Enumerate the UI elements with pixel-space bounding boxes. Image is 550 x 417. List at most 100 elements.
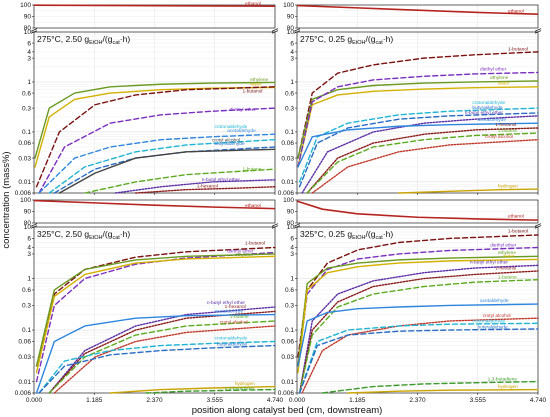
series-label: butyraldehyde — [217, 342, 247, 348]
series-label: ethanol — [508, 8, 524, 14]
y-tick-label: 4 — [290, 49, 294, 56]
y-tick-label: 4 — [27, 49, 31, 56]
y-tick-label: 0.01 — [281, 379, 294, 386]
x-tick-label: 2.370 — [409, 397, 426, 404]
y-tick-label: 0.03 — [18, 155, 31, 162]
series-water — [35, 255, 276, 374]
series-ethanol — [296, 200, 539, 221]
series-label: 1-hexanol — [495, 265, 516, 271]
series-label: diethyl ether — [490, 242, 517, 248]
series-label: n-butyl ethyl ether — [470, 260, 509, 266]
series-label: crotonaldehyde — [214, 124, 247, 130]
series-label: hydrogen — [498, 384, 518, 390]
y-tick-label: 0.3 — [285, 303, 294, 310]
series-acetaldehyde — [35, 313, 276, 394]
series-label: 1-hexanol — [495, 122, 516, 128]
y-tick-label: 3 — [290, 55, 294, 62]
series-label: 1-butene — [498, 128, 517, 134]
series-ethylene — [34, 81, 276, 159]
series-1-butene — [84, 168, 276, 194]
x-tick-label: 1.185 — [349, 397, 366, 404]
x-tick-label: 0.000 — [289, 397, 306, 404]
series-crotonaldehyde — [38, 340, 276, 394]
series-ethanol — [33, 4, 276, 7]
axis-break-mark — [534, 30, 542, 34]
series-water — [297, 258, 539, 374]
axis-break-mark — [293, 28, 301, 32]
series-label: 1-butene — [230, 314, 249, 320]
y-tick-label: 90 — [24, 14, 32, 21]
panel-1: 80 90 100 0.006 0.01 0.03 0.06 0.1 0.3 0.6 1 34 6 10 2… — [15, 1, 279, 197]
panel-title: 325°C, 0.25 gEtOH/(gcat·h) — [300, 229, 393, 241]
y-tick-label: 0.006 — [15, 390, 32, 397]
y-tick-label: 90 — [287, 14, 295, 21]
y-tick-label: 0.3 — [285, 105, 294, 112]
y-tick-label: 3 — [27, 55, 31, 62]
series-ethanol — [33, 199, 276, 210]
axis-break-mark — [534, 223, 542, 227]
series-label: hydrogen — [498, 183, 518, 189]
series-label: 1-butanol — [242, 88, 262, 94]
series-label: water — [250, 81, 262, 87]
series-crotonaldehyde — [298, 322, 539, 394]
y-tick-label: 80 — [24, 220, 32, 227]
series-label: diethyl ether — [227, 248, 254, 254]
x-tick-label: 0.000 — [26, 397, 43, 404]
axis-break-mark — [271, 225, 279, 229]
y-tick-label: 0.6 — [285, 287, 294, 294]
y-tick-label: 80 — [24, 25, 32, 32]
panel-title: 275°C, 0.25 gEtOH/(gcat·h) — [300, 34, 393, 46]
series-crotonaldehyde — [298, 107, 539, 183]
series-label: 1-hexanol — [197, 183, 218, 189]
y-tick-label: 0.006 — [278, 190, 295, 197]
y-tick-label: 6 — [290, 236, 294, 243]
y-tick-label: 0.1 — [22, 327, 31, 334]
series-acetaldehyde — [297, 122, 539, 168]
y-tick-label: 1 — [290, 276, 294, 283]
y-tick-label: 0.3 — [22, 303, 31, 310]
series-1-butanol — [35, 86, 276, 188]
series-1-hexanol — [306, 127, 539, 194]
series-ethylene — [35, 253, 276, 367]
axis-break-mark — [271, 30, 279, 34]
series-label: 1,3-butadiene — [225, 386, 255, 392]
y-tick-label: 10 — [287, 224, 295, 231]
series-1-3-butadiene — [145, 388, 276, 394]
series-label: water — [498, 80, 510, 86]
series-label: crotonaldehyde — [472, 100, 505, 106]
series-label: crotonaldehyde — [472, 319, 505, 325]
y-tick-label: 0.03 — [281, 155, 294, 162]
series-crotyl-alcohol — [311, 138, 539, 194]
y-tick-label: 0.06 — [18, 339, 31, 346]
y-tick-label: 6 — [27, 40, 31, 47]
panel-title: 325°C, 2.50 gEtOH/(gcat·h) — [37, 229, 130, 241]
series-label: butyraldehyde — [214, 141, 244, 147]
y-tick-label: 90 — [24, 209, 32, 216]
y-axis-label: concentration (mass%) — [1, 151, 12, 248]
series-label: n-butyl ethyl ether — [202, 177, 241, 183]
series-label: acetaldehyde — [480, 298, 509, 304]
x-tick-label: 3.555 — [470, 397, 487, 404]
series-label: 1-butene — [242, 166, 261, 172]
y-tick-label: 0.01 — [281, 179, 294, 186]
y-tick-label: 0.01 — [18, 179, 31, 186]
series-label: 1-butanol — [245, 240, 265, 246]
axis-break-mark — [30, 28, 38, 32]
y-tick-label: 100 — [20, 2, 31, 9]
series-diethyl-ether — [38, 107, 276, 194]
panel-3: 80 90 100 0.006 0.01 0.03 0.06 0.1 0.3 0.6 1 34 6 10 0… — [15, 197, 284, 404]
y-tick-label: 0.1 — [22, 129, 31, 136]
y-tick-label: 0.1 — [285, 327, 294, 334]
series-ethanol — [296, 4, 539, 15]
series-1-butanol — [297, 51, 539, 159]
y-tick-label: 0.006 — [278, 390, 295, 397]
series-crotonaldehyde — [48, 138, 276, 194]
series-label: butyraldehyde — [477, 324, 507, 330]
series-label: diethyl ether — [480, 66, 507, 72]
y-tick-label: 0.1 — [285, 129, 294, 136]
series-label: ethanol — [245, 1, 261, 7]
series-1-3-butadiene — [321, 380, 539, 394]
y-tick-label: 80 — [287, 25, 295, 32]
y-tick-label: 0.3 — [22, 105, 31, 112]
series-diethyl-ether — [297, 71, 539, 168]
